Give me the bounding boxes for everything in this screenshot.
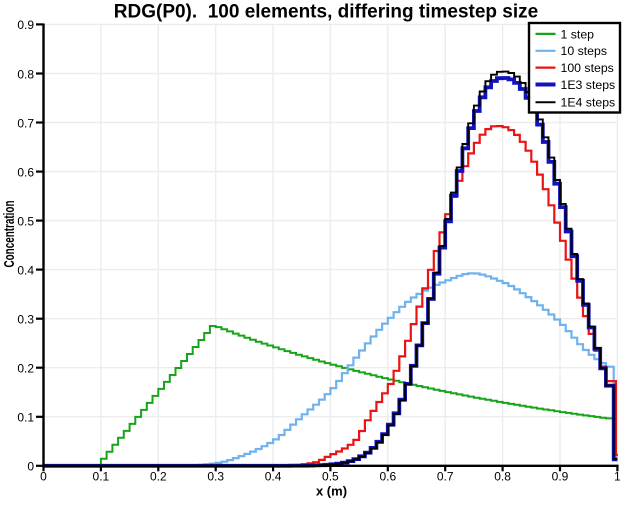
svg-text:10 steps: 10 steps xyxy=(561,44,608,58)
svg-text:0.9: 0.9 xyxy=(17,18,34,32)
svg-text:0.7: 0.7 xyxy=(17,116,34,130)
svg-text:Concentration: Concentration xyxy=(1,201,18,268)
svg-text:0: 0 xyxy=(27,460,34,474)
svg-text:0.6: 0.6 xyxy=(379,470,396,484)
svg-text:1E4 steps: 1E4 steps xyxy=(561,96,616,110)
svg-text:x (m): x (m) xyxy=(316,484,347,499)
svg-text:0.5: 0.5 xyxy=(322,470,339,484)
svg-text:0.1: 0.1 xyxy=(93,470,110,484)
svg-text:0.1: 0.1 xyxy=(17,411,34,425)
svg-text:0.9: 0.9 xyxy=(552,470,569,484)
svg-text:0.7: 0.7 xyxy=(437,470,454,484)
svg-text:0.6: 0.6 xyxy=(17,165,34,179)
svg-text:1E3 steps: 1E3 steps xyxy=(561,78,616,92)
svg-text:1 step: 1 step xyxy=(561,27,595,41)
svg-text:1: 1 xyxy=(614,470,621,484)
svg-text:0.3: 0.3 xyxy=(17,313,34,327)
svg-text:0: 0 xyxy=(40,470,47,484)
svg-text:0.8: 0.8 xyxy=(17,67,34,81)
svg-text:0.5: 0.5 xyxy=(17,214,34,228)
svg-text:0.4: 0.4 xyxy=(17,263,34,277)
svg-text:0.2: 0.2 xyxy=(17,362,34,376)
svg-text:0.2: 0.2 xyxy=(150,470,167,484)
svg-text:RDG(P0). 100 elements, differ: RDG(P0). 100 elements, differing timeste… xyxy=(114,2,538,23)
svg-text:100 steps: 100 steps xyxy=(561,61,614,75)
svg-text:0.8: 0.8 xyxy=(494,470,511,484)
svg-text:0.3: 0.3 xyxy=(207,470,224,484)
svg-text:0.4: 0.4 xyxy=(265,470,282,484)
